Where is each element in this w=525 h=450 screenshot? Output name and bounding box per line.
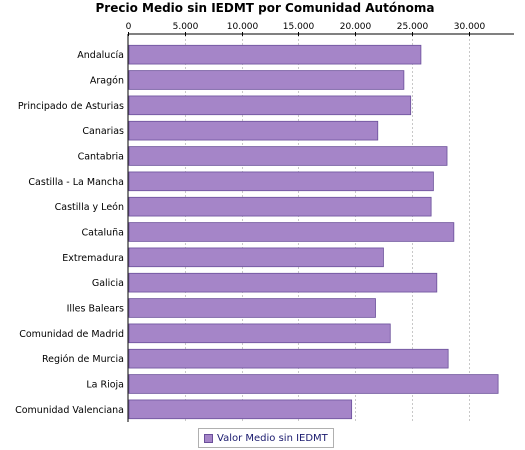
category-labels: Andalucía Aragón Principado de Asturias Can… xyxy=(15,50,124,416)
tick-label: 10.000 xyxy=(227,22,259,32)
category-label: Cantabria xyxy=(78,152,124,163)
category-label: Cataluña xyxy=(81,228,124,239)
category-label: Galicia xyxy=(92,278,124,289)
bars xyxy=(128,44,499,420)
bar xyxy=(128,120,379,141)
category-label: Castilla y León xyxy=(55,202,124,213)
bar xyxy=(128,95,412,116)
bar xyxy=(128,247,384,268)
category-label: Comunidad de Madrid xyxy=(19,329,124,340)
bar xyxy=(128,196,432,217)
category-label: Comunidad Valenciana xyxy=(15,405,124,416)
tick-label: 25.000 xyxy=(397,22,429,32)
tick-label: 15.000 xyxy=(283,22,315,32)
bar xyxy=(128,348,449,369)
bar xyxy=(128,44,422,65)
bar xyxy=(128,374,499,394)
category-label: La Rioja xyxy=(86,380,124,391)
category-label: Aragón xyxy=(90,76,124,87)
legend-swatch xyxy=(204,433,213,443)
category-label: Extremadura xyxy=(62,253,124,264)
category-label: Región de Murcia xyxy=(42,354,124,365)
bar xyxy=(128,323,391,344)
tick-label: 5.000 xyxy=(173,22,199,32)
tick-label: 30.000 xyxy=(454,22,486,32)
category-label: Principado de Asturias xyxy=(18,101,124,112)
category-label: Canarias xyxy=(82,126,124,137)
bar xyxy=(128,222,455,242)
bar xyxy=(128,272,438,293)
category-label: Castilla - La Mancha xyxy=(28,177,124,188)
bar-chart: Precio Medio sin IEDMT por Comunidad Aut… xyxy=(15,1,514,422)
bar xyxy=(128,70,405,90)
bar xyxy=(128,146,448,166)
chart-title: Precio Medio sin IEDMT por Comunidad Aut… xyxy=(96,1,435,15)
bar xyxy=(128,171,434,192)
legend-label: Valor Medio sin IEDMT xyxy=(217,432,328,444)
bar xyxy=(128,399,353,420)
tick-label: 0 xyxy=(126,22,132,32)
category-label: Illes Balears xyxy=(67,304,124,315)
legend: Valor Medio sin IEDMT xyxy=(198,428,334,448)
bar xyxy=(128,298,376,318)
tick-label: 20.000 xyxy=(340,22,372,32)
category-label: Andalucía xyxy=(77,50,124,61)
value-axis: 0 5.000 10.000 15.000 20.000 25.000 30.000 xyxy=(126,22,514,422)
